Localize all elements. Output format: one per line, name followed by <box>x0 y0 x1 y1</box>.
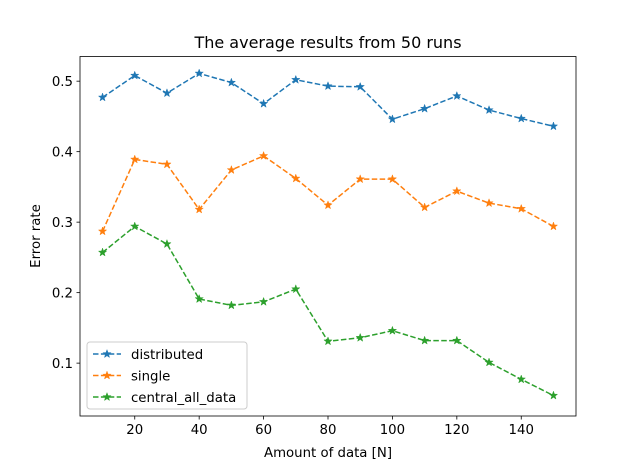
series-central-all-data <box>97 221 559 400</box>
chart-title: The average results from 50 runs <box>193 33 461 52</box>
legend-marker <box>102 391 112 402</box>
data-point-central-all-data <box>162 238 172 249</box>
x-axis: 20 40 60 80 100 120 140 <box>126 416 534 438</box>
x-tick-label: 140 <box>509 423 534 438</box>
data-point-single <box>194 204 204 214</box>
data-point-single <box>452 186 462 196</box>
y-axis-label: Error rate <box>29 204 44 268</box>
data-point-central-all-data <box>548 390 559 400</box>
x-tick-label: 60 <box>255 423 272 438</box>
legend-entry-single: single <box>93 369 170 384</box>
data-point-central-all-data <box>194 293 204 304</box>
data-point-distributed <box>387 114 398 124</box>
legend-label: distributed <box>131 348 203 363</box>
data-point-single <box>387 174 398 184</box>
data-point-single <box>162 159 172 169</box>
data-point-central-all-data <box>419 335 430 345</box>
data-point-distributed <box>97 92 108 102</box>
data-point-single <box>290 173 301 183</box>
x-tick-label: 40 <box>191 423 208 438</box>
data-point-distributed <box>226 77 237 87</box>
data-point-central-all-data <box>452 335 462 345</box>
data-point-distributed <box>258 98 269 108</box>
legend: distributed single central_all_data <box>86 341 248 410</box>
data-point-distributed <box>484 105 494 115</box>
x-tick-label: 80 <box>320 423 337 438</box>
data-point-central-all-data <box>484 357 494 367</box>
data-point-single <box>516 203 527 213</box>
data-point-single <box>97 226 108 236</box>
data-point-distributed <box>129 70 140 80</box>
data-point-distributed <box>194 68 204 78</box>
data-point-distributed <box>516 113 527 123</box>
data-point-single <box>419 202 430 212</box>
x-tick-label: 100 <box>380 423 405 438</box>
data-point-central-all-data <box>290 284 301 294</box>
legend-entry-distributed: distributed <box>93 348 203 363</box>
y-tick-label: 0.3 <box>52 216 73 231</box>
data-point-single <box>548 221 559 231</box>
data-point-central-all-data <box>226 300 237 310</box>
series-layer <box>97 68 559 400</box>
data-point-single <box>226 164 237 175</box>
data-point-single <box>323 200 333 210</box>
series-line-distributed <box>102 72 554 128</box>
y-tick-label: 0.5 <box>52 75 73 90</box>
data-point-distributed <box>323 81 333 91</box>
x-tick-label: 120 <box>444 423 469 438</box>
data-point-central-all-data <box>355 332 366 342</box>
data-point-central-all-data <box>516 374 527 384</box>
data-point-central-all-data <box>258 296 269 306</box>
legend-label: single <box>131 369 170 384</box>
y-axis: 0.1 0.2 0.3 0.4 0.5 <box>52 75 80 372</box>
data-point-distributed <box>419 103 430 113</box>
x-tick-label: 20 <box>126 423 143 438</box>
y-tick-label: 0.4 <box>52 145 73 160</box>
x-axis-label: Amount of data [N] <box>264 446 392 461</box>
legend-box <box>86 341 248 410</box>
data-point-distributed <box>355 81 366 91</box>
legend-label: central_all_data <box>131 391 236 406</box>
data-point-central-all-data <box>323 336 333 346</box>
legend-entries: distributed single central_all_data <box>93 348 236 406</box>
legend-entry-central-all-data: central_all_data <box>93 391 236 406</box>
data-point-central-all-data <box>387 325 398 335</box>
data-point-single <box>258 150 269 160</box>
y-tick-label: 0.2 <box>52 286 73 301</box>
data-point-distributed <box>548 121 559 131</box>
data-point-single <box>484 198 494 208</box>
legend-marker <box>102 348 112 359</box>
data-point-central-all-data <box>129 221 140 231</box>
y-tick-label: 0.1 <box>52 357 73 372</box>
data-point-distributed <box>452 90 462 101</box>
legend-marker <box>102 370 112 380</box>
data-point-single <box>355 174 366 184</box>
data-point-distributed <box>290 74 301 84</box>
series-distributed <box>97 68 559 131</box>
data-point-distributed <box>162 88 172 98</box>
series-single <box>97 150 559 236</box>
data-point-central-all-data <box>97 247 108 257</box>
data-point-single <box>129 154 140 164</box>
